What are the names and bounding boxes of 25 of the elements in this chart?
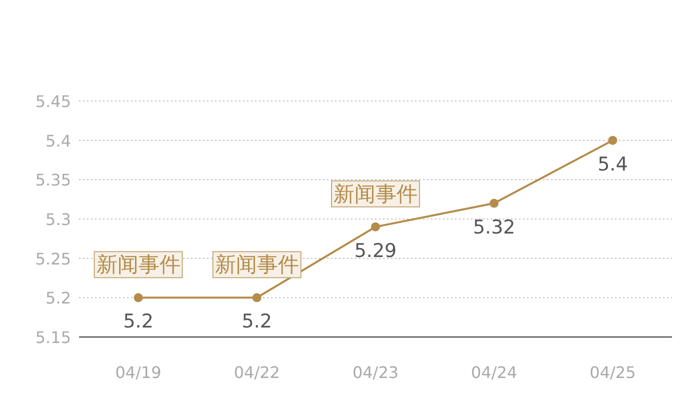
- y-tick-label: 5.3: [46, 210, 71, 229]
- annotation: 新闻事件: [214, 252, 299, 277]
- annotation: 新闻事件: [334, 182, 418, 206]
- point: [371, 222, 380, 232]
- x-tick-label: 04/23: [352, 363, 399, 382]
- data-label: 5.2: [242, 310, 272, 333]
- x-tick-label: 04/19: [115, 363, 162, 382]
- y-tick-label: 5.25: [35, 249, 71, 268]
- point: [490, 198, 499, 208]
- y-tick-label: 5.15: [35, 328, 71, 347]
- data-label: 5.32: [472, 216, 516, 238]
- y-tick-label: 5.4: [46, 131, 71, 150]
- x-tick-label: 04/22: [234, 363, 280, 382]
- x-tick-label: 04/24: [471, 363, 518, 382]
- data-label: 5.4: [598, 153, 628, 176]
- data-label: 5.2: [123, 310, 154, 333]
- y-tick-label: 5.45: [35, 92, 71, 111]
- data-label: 5.29: [354, 240, 397, 262]
- point: [608, 136, 618, 145]
- y-tick-label: 5.35: [35, 170, 71, 190]
- y-tick-label: 5.2: [46, 288, 71, 308]
- point: [252, 293, 262, 302]
- annotation: 新闻事件: [96, 252, 180, 277]
- x-tick-label: 04/25: [590, 363, 636, 382]
- point: [134, 293, 143, 302]
